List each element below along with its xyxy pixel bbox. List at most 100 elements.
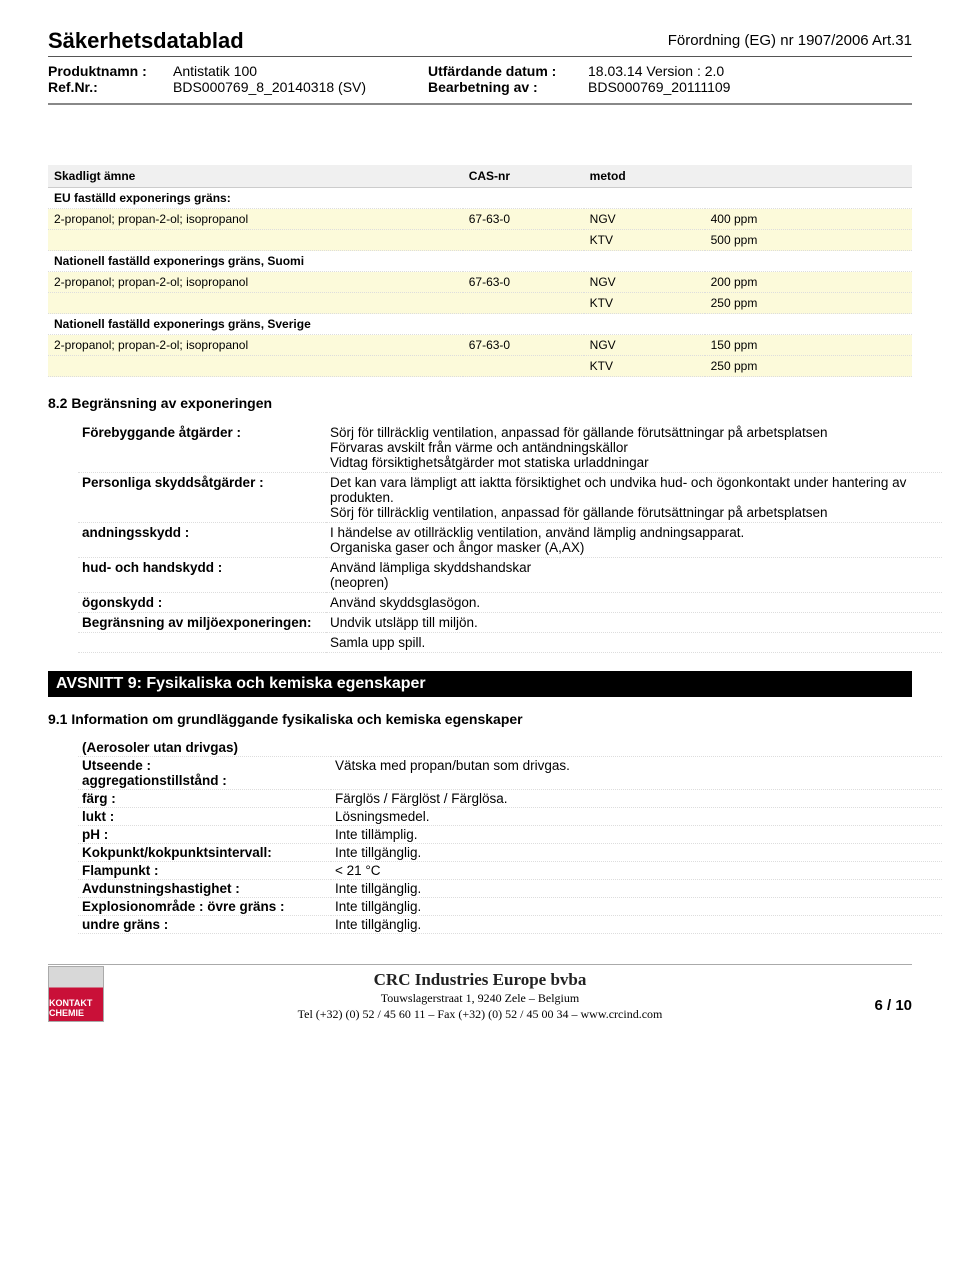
measure-value: Det kan vara lämpligt att iaktta försikt… xyxy=(326,473,942,523)
footer-address: Touwslagerstraat 1, 9240 Zele – Belgium xyxy=(298,991,663,1007)
ref-number-label: Ref.Nr.: xyxy=(48,79,173,95)
property-value: Inte tillgänglig. xyxy=(331,916,942,934)
product-name-label: Produktnamn : xyxy=(48,63,173,79)
property-label: Flampunkt : xyxy=(78,862,331,880)
property-row: färg :Färglös / Färglöst / Färglösa. xyxy=(78,790,942,808)
measure-label: Förebyggande åtgärder : xyxy=(78,423,326,473)
property-value: < 21 °C xyxy=(331,862,942,880)
cell-cas xyxy=(463,356,584,377)
property-label: Kokpunkt/kokpunktsintervall: xyxy=(78,844,331,862)
property-label: lukt : xyxy=(78,808,331,826)
regulation-ref: Förordning (EG) nr 1907/2006 Art.31 xyxy=(668,28,912,54)
measure-value: Använd lämpliga skyddshandskar (neopren) xyxy=(326,558,942,593)
measure-label: Personliga skyddsåtgärder : xyxy=(78,473,326,523)
measure-row: Samla upp spill. xyxy=(78,633,942,653)
page-footer: KONTAKT CHEMIE CRC Industries Europe bvb… xyxy=(48,964,912,1022)
property-label: undre gräns : xyxy=(78,916,331,934)
measure-value: Samla upp spill. xyxy=(326,633,942,653)
document-title: Säkerhetsdatablad xyxy=(48,28,244,54)
property-value: Vätska med propan/butan som drivgas. xyxy=(331,757,942,790)
table-row: 2-propanol; propan-2-ol; isopropanol67-6… xyxy=(48,335,912,356)
table-row: KTV250 ppm xyxy=(48,293,912,314)
property-row: lukt :Lösningsmedel. xyxy=(78,808,942,826)
footer-company: CRC Industries Europe bvba xyxy=(298,969,663,991)
measure-row: ögonskydd :Använd skyddsglasögon. xyxy=(78,593,942,613)
table-row: KTV500 ppm xyxy=(48,230,912,251)
property-label: pH : xyxy=(78,826,331,844)
property-label: Avdunstningshastighet : xyxy=(78,880,331,898)
measure-row: andningsskydd :I händelse av otillräckli… xyxy=(78,523,942,558)
section-8-2-title: 8.2 Begränsning av exponeringen xyxy=(48,395,912,411)
cell-cas xyxy=(463,230,584,251)
cell-substance xyxy=(48,230,463,251)
cell-value: 150 ppm xyxy=(705,335,912,356)
measure-row: Personliga skyddsåtgärder :Det kan vara … xyxy=(78,473,942,523)
measure-value: I händelse av otillräcklig ventilation, … xyxy=(326,523,942,558)
property-row: Explosionområde : övre gräns :Inte tillg… xyxy=(78,898,942,916)
revision-label: Bearbetning av : xyxy=(428,79,588,95)
exposure-group-title: Nationell faställd exponerings gräns, Su… xyxy=(48,251,912,272)
measure-label: Begränsning av miljöexponeringen: xyxy=(78,613,326,633)
cell-substance xyxy=(48,293,463,314)
exposure-limits-table: Skadligt ämne CAS-nr metod EU faställd e… xyxy=(48,165,912,377)
property-value: Inte tillämplig. xyxy=(331,826,942,844)
table-row: KTV250 ppm xyxy=(48,356,912,377)
property-row: Utseende : aggregationstillstånd :Vätska… xyxy=(78,757,942,790)
cell-method: KTV xyxy=(584,230,705,251)
measure-row: hud- och handskydd :Använd lämpliga skyd… xyxy=(78,558,942,593)
property-value: Inte tillgänglig. xyxy=(331,880,942,898)
brand-logo: KONTAKT CHEMIE xyxy=(48,966,104,1022)
cell-cas xyxy=(463,293,584,314)
measure-value: Använd skyddsglasögon. xyxy=(326,593,942,613)
column-header-value xyxy=(705,165,912,188)
property-label: Explosionområde : övre gräns : xyxy=(78,898,331,916)
cell-substance: 2-propanol; propan-2-ol; isopropanol xyxy=(48,272,463,293)
measure-label xyxy=(78,633,326,653)
aerosol-note: (Aerosoler utan drivgas) xyxy=(78,739,331,757)
column-header-substance: Skadligt ämne xyxy=(48,165,463,188)
property-row: pH :Inte tillämplig. xyxy=(78,826,942,844)
property-value: Inte tillgänglig. xyxy=(331,844,942,862)
cell-substance xyxy=(48,356,463,377)
measure-label: hud- och handskydd : xyxy=(78,558,326,593)
cell-cas: 67-63-0 xyxy=(463,209,584,230)
property-value: Färglös / Färglöst / Färglösa. xyxy=(331,790,942,808)
cell-value: 200 ppm xyxy=(705,272,912,293)
property-row: Flampunkt :< 21 °C xyxy=(78,862,942,880)
measures-table: Förebyggande åtgärder :Sörj för tillräck… xyxy=(78,423,942,653)
cell-method: KTV xyxy=(584,293,705,314)
property-value: Inte tillgänglig. xyxy=(331,898,942,916)
product-name-value: Antistatik 100 xyxy=(173,63,428,79)
table-row: 2-propanol; propan-2-ol; isopropanol67-6… xyxy=(48,209,912,230)
cell-cas: 67-63-0 xyxy=(463,272,584,293)
property-row: undre gräns :Inte tillgänglig. xyxy=(78,916,942,934)
cell-value: 250 ppm xyxy=(705,293,912,314)
cell-substance: 2-propanol; propan-2-ol; isopropanol xyxy=(48,335,463,356)
cell-value: 250 ppm xyxy=(705,356,912,377)
column-header-cas: CAS-nr xyxy=(463,165,584,188)
measure-value: Undvik utsläpp till miljön. xyxy=(326,613,942,633)
cell-value: 400 ppm xyxy=(705,209,912,230)
cell-substance: 2-propanol; propan-2-ol; isopropanol xyxy=(48,209,463,230)
cell-value: 500 ppm xyxy=(705,230,912,251)
issue-date-value: 18.03.14 Version : 2.0 xyxy=(588,63,724,79)
property-row: Avdunstningshastighet :Inte tillgänglig. xyxy=(78,880,942,898)
cell-cas: 67-63-0 xyxy=(463,335,584,356)
cell-method: NGV xyxy=(584,209,705,230)
measure-label: ögonskydd : xyxy=(78,593,326,613)
exposure-group-title: Nationell faställd exponerings gräns, Sv… xyxy=(48,314,912,335)
property-label: Utseende : aggregationstillstånd : xyxy=(78,757,331,790)
section-9-header: AVSNITT 9: Fysikaliska och kemiska egens… xyxy=(48,671,912,697)
page-number: 6 / 10 xyxy=(874,997,912,1014)
issue-date-label: Utfärdande datum : xyxy=(428,63,588,79)
header-meta: Produktnamn : Antistatik 100 Utfärdande … xyxy=(48,63,912,105)
column-header-method: metod xyxy=(584,165,705,188)
revision-value: BDS000769_20111109 xyxy=(588,79,730,95)
property-value: Lösningsmedel. xyxy=(331,808,942,826)
cell-method: NGV xyxy=(584,272,705,293)
measure-row: Förebyggande åtgärder :Sörj för tillräck… xyxy=(78,423,942,473)
cell-method: NGV xyxy=(584,335,705,356)
properties-table: (Aerosoler utan drivgas) Utseende : aggr… xyxy=(78,739,942,934)
exposure-group-title: EU faställd exponerings gräns: xyxy=(48,188,912,209)
property-label: färg : xyxy=(78,790,331,808)
